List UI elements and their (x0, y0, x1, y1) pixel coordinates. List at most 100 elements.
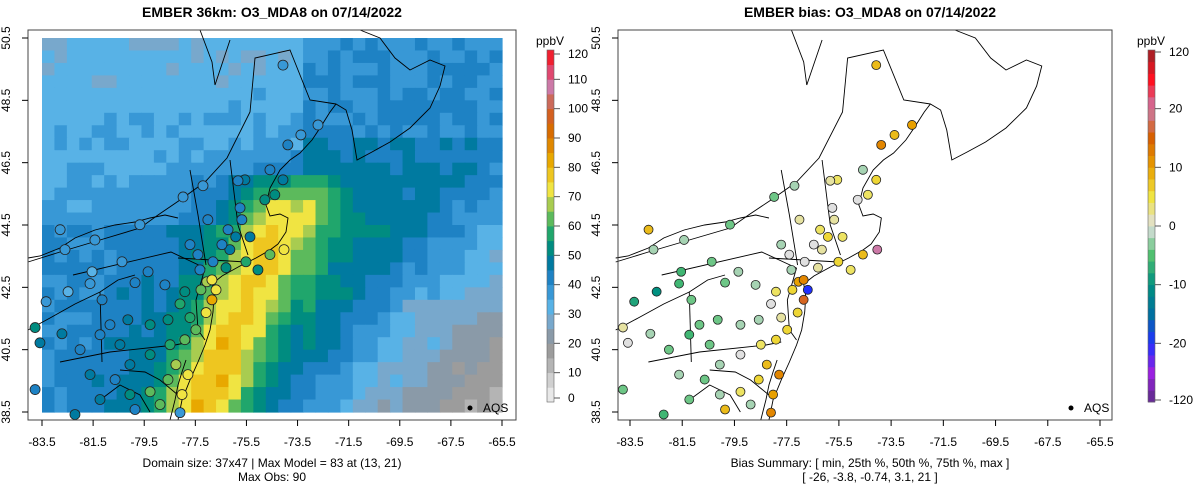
grid-cell (414, 274, 429, 288)
station-bias-marker (766, 407, 776, 418)
station-bias-marker (907, 120, 917, 130)
x-tick-label: -79.5 (131, 435, 159, 449)
grid-cell (402, 349, 416, 363)
grid-cell (228, 349, 242, 363)
grid-cell (464, 38, 478, 52)
station-bias-marker (712, 314, 723, 325)
station-obs-marker (259, 194, 271, 206)
grid-cell (402, 87, 416, 101)
grid-cell (477, 62, 491, 76)
grid-cell (290, 399, 304, 413)
grid-cell (116, 125, 130, 139)
colorbar-tick-label: -20 (1169, 336, 1187, 350)
grid-cell (203, 125, 217, 139)
grid-cell (377, 162, 391, 176)
grid-cell (352, 287, 366, 301)
grid-cell (290, 374, 304, 388)
grid-cell (340, 150, 354, 164)
grid-cell (327, 399, 341, 413)
grid-cell (79, 162, 93, 176)
grid-cell (278, 38, 292, 52)
grid-cell (290, 212, 304, 226)
station-obs-marker (206, 274, 218, 286)
grid-cell (414, 324, 429, 338)
colorbar-bin (1148, 331, 1155, 344)
right-map-boundaries (615, 29, 1043, 421)
grid-cell (166, 175, 180, 189)
grid-cell (191, 212, 205, 226)
grid-cell (390, 262, 404, 276)
grid-cell (427, 175, 441, 189)
grid-cell (352, 162, 366, 176)
grid-cell (315, 162, 329, 176)
station-bias-marker (808, 239, 819, 250)
grid-cell (191, 337, 205, 351)
grid-cell (464, 112, 478, 126)
grid-cell (91, 75, 105, 89)
grid-cell (129, 324, 143, 338)
grid-cell (414, 337, 429, 351)
grid-cell (265, 287, 279, 301)
grid-cell (278, 162, 292, 176)
grid-cell (390, 200, 404, 214)
y-tick-label: 48.5 (0, 88, 13, 112)
station-obs-marker (54, 224, 66, 236)
right-footer-line2: [ -26, -3.8, -0.74, 3.1, 21 ] (802, 470, 937, 484)
grid-cell (253, 62, 267, 76)
grid-cell (116, 399, 130, 413)
grid-cell (327, 374, 341, 388)
grid-cell (216, 137, 230, 151)
grid-cell (91, 137, 105, 151)
grid-cell (216, 399, 230, 413)
grid-cell (439, 200, 453, 214)
grid-cell (464, 337, 478, 351)
station-obs-marker (94, 329, 106, 341)
grid-cell (489, 312, 503, 326)
grid-cell (91, 362, 105, 376)
grid-cell (240, 337, 254, 351)
vt-nh-border (189, 169, 207, 266)
grid-cell (166, 262, 180, 276)
colorbar-bin (1148, 143, 1155, 156)
grid-cell (489, 38, 503, 52)
grid-cell (439, 175, 453, 189)
grid-cell (439, 249, 453, 263)
grid-cell (365, 125, 379, 139)
grid-cell (116, 299, 130, 313)
grid-cell (129, 112, 143, 126)
colorbar-tick-label: 80 (568, 160, 582, 174)
grid-cell (240, 50, 254, 64)
grid-cell (439, 237, 453, 251)
grid-cell (489, 349, 503, 363)
grid-cell (265, 374, 279, 388)
grid-cell (414, 162, 429, 176)
grid-cell (66, 200, 80, 214)
grid-cell (427, 100, 441, 114)
grid-cell (303, 150, 317, 164)
grid-cell (327, 75, 341, 89)
grid-cell (203, 237, 217, 251)
grid-cell (54, 349, 68, 363)
colorbar-bin (1148, 190, 1155, 203)
station-bias-marker (704, 339, 715, 350)
station-bias-marker (769, 192, 780, 202)
grid-cell (166, 237, 180, 251)
grid-cell (253, 38, 267, 52)
grid-cell (66, 162, 80, 176)
grid-cell (365, 287, 379, 301)
grid-cell (477, 50, 491, 64)
grid-cell (66, 137, 80, 151)
grid-cell (141, 137, 155, 151)
grid-cell (327, 212, 341, 226)
grid-cell (265, 212, 279, 226)
grid-cell (414, 399, 429, 413)
grid-cell (191, 100, 205, 114)
grid-cell (427, 362, 441, 376)
grid-cell (352, 387, 366, 401)
grid-cell (278, 299, 292, 313)
station-obs-marker (177, 191, 189, 203)
grid-cell (278, 87, 292, 101)
grid-cell (377, 100, 391, 114)
grid-cell (477, 162, 491, 176)
grid-cell (265, 274, 279, 288)
